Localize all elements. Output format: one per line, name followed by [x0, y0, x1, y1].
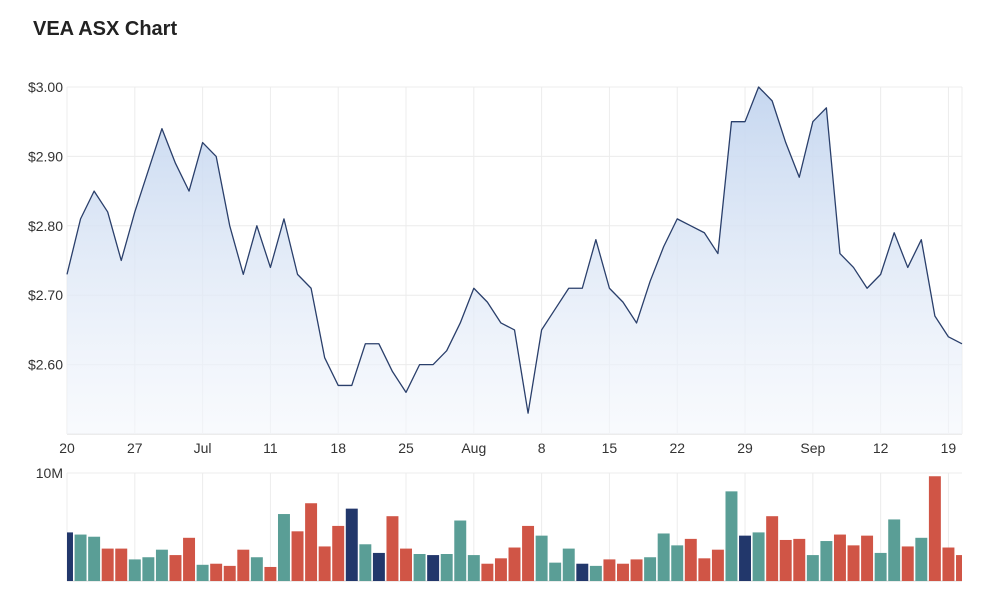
- volume-bar: [454, 520, 467, 581]
- volume-bar: [467, 555, 480, 581]
- volume-bar: [820, 541, 833, 581]
- volume-bar: [698, 558, 711, 581]
- volume-bar: [318, 546, 331, 581]
- volume-bar: [928, 476, 941, 581]
- price-y-tick-label: $2.80: [28, 218, 63, 234]
- price-area-layer: [66, 86, 963, 434]
- volume-bar: [128, 559, 141, 581]
- volume-bar: [847, 545, 860, 581]
- volume-bar: [888, 519, 901, 581]
- price-y-tick-label: $2.90: [28, 148, 63, 164]
- volume-bar: [481, 563, 494, 581]
- volume-bar: [494, 558, 507, 581]
- volume-bar: [427, 555, 440, 581]
- volume-bar: [237, 549, 250, 581]
- volume-bar: [874, 552, 887, 581]
- volume-bar: [833, 534, 846, 581]
- volume-bar: [142, 557, 155, 581]
- volume-bar: [752, 532, 765, 581]
- volume-bar: [901, 546, 914, 581]
- volume-bar: [277, 514, 290, 581]
- volume-bar: [169, 555, 182, 581]
- x-tick-label: 18: [330, 440, 346, 456]
- volume-bar: [196, 564, 209, 581]
- axis-labels: $3.00 $2.90 $2.80 $2.70 $2.60 20 27 Jul 11 18 25 Au…: [28, 79, 956, 481]
- x-tick-label: Sep: [800, 440, 825, 456]
- x-tick-label: 20: [59, 440, 75, 456]
- volume-bar: [223, 565, 236, 581]
- volume-bar: [549, 562, 562, 581]
- volume-bar: [345, 508, 358, 581]
- volume-bar: [210, 563, 223, 581]
- price-area-fill: [67, 87, 962, 434]
- x-tick-label: 8: [538, 440, 546, 456]
- volume-bar: [942, 547, 955, 581]
- volume-bar: [372, 552, 385, 581]
- volume-bar: [915, 537, 928, 581]
- volume-bar: [603, 559, 616, 581]
- x-tick-label: Jul: [194, 440, 212, 456]
- volume-bar: [657, 533, 670, 581]
- volume-bar: [671, 545, 684, 581]
- x-tick-label: 27: [127, 440, 143, 456]
- price-line: [66, 86, 963, 414]
- volume-bar: [522, 525, 535, 581]
- price-y-tick-label: $2.60: [28, 357, 63, 373]
- volume-bars: [67, 476, 962, 581]
- volume-bar: [806, 555, 819, 581]
- price-y-tick-label: $2.70: [28, 287, 63, 303]
- x-tick-label: 22: [669, 440, 685, 456]
- volume-bar: [793, 538, 806, 581]
- volume-bar: [332, 525, 345, 581]
- volume-bar: [101, 548, 114, 581]
- x-tick-label: Aug: [461, 440, 486, 456]
- volume-bar: [630, 559, 643, 581]
- volume-bar: [155, 549, 168, 581]
- volume-bar: [861, 535, 874, 581]
- volume-bar: [88, 536, 101, 581]
- volume-bar: [359, 544, 372, 581]
- x-tick-label: 19: [941, 440, 957, 456]
- x-tick-label: 15: [602, 440, 618, 456]
- x-tick-label: 12: [873, 440, 889, 456]
- volume-bar: [739, 535, 752, 581]
- volume-bar: [264, 566, 277, 581]
- volume-bar: [711, 549, 724, 581]
- x-tick-label: 25: [398, 440, 414, 456]
- volume-bar: [67, 532, 73, 581]
- volume-bar: [535, 535, 548, 581]
- volume-bar: [766, 516, 779, 581]
- volume-bar: [305, 503, 318, 581]
- volume-bar: [440, 554, 453, 581]
- volume-bar: [183, 537, 196, 581]
- volume-bar: [589, 565, 602, 581]
- volume-y-tick-label: 10M: [36, 465, 63, 481]
- volume-bar: [400, 548, 412, 581]
- volume-bar: [250, 557, 263, 581]
- x-tick-label: 11: [263, 440, 278, 456]
- volume-bar: [684, 538, 697, 581]
- x-tick-label: 29: [737, 440, 753, 456]
- volume-bar: [644, 557, 657, 581]
- volume-bar: [74, 534, 87, 581]
- volume-bar: [291, 531, 304, 581]
- volume-bar: [617, 563, 629, 581]
- volume-bar: [576, 563, 589, 581]
- volume-bar: [115, 548, 128, 581]
- volume-bar: [562, 548, 575, 581]
- volume-bar: [956, 555, 962, 581]
- volume-bar: [725, 491, 738, 581]
- volume-bar: [386, 516, 399, 581]
- volume-bar: [508, 547, 521, 581]
- volume-bar: [413, 554, 426, 581]
- price-y-tick-label: $3.00: [28, 79, 63, 95]
- chart-title: VEA ASX Chart: [33, 18, 178, 40]
- volume-bar: [779, 539, 792, 581]
